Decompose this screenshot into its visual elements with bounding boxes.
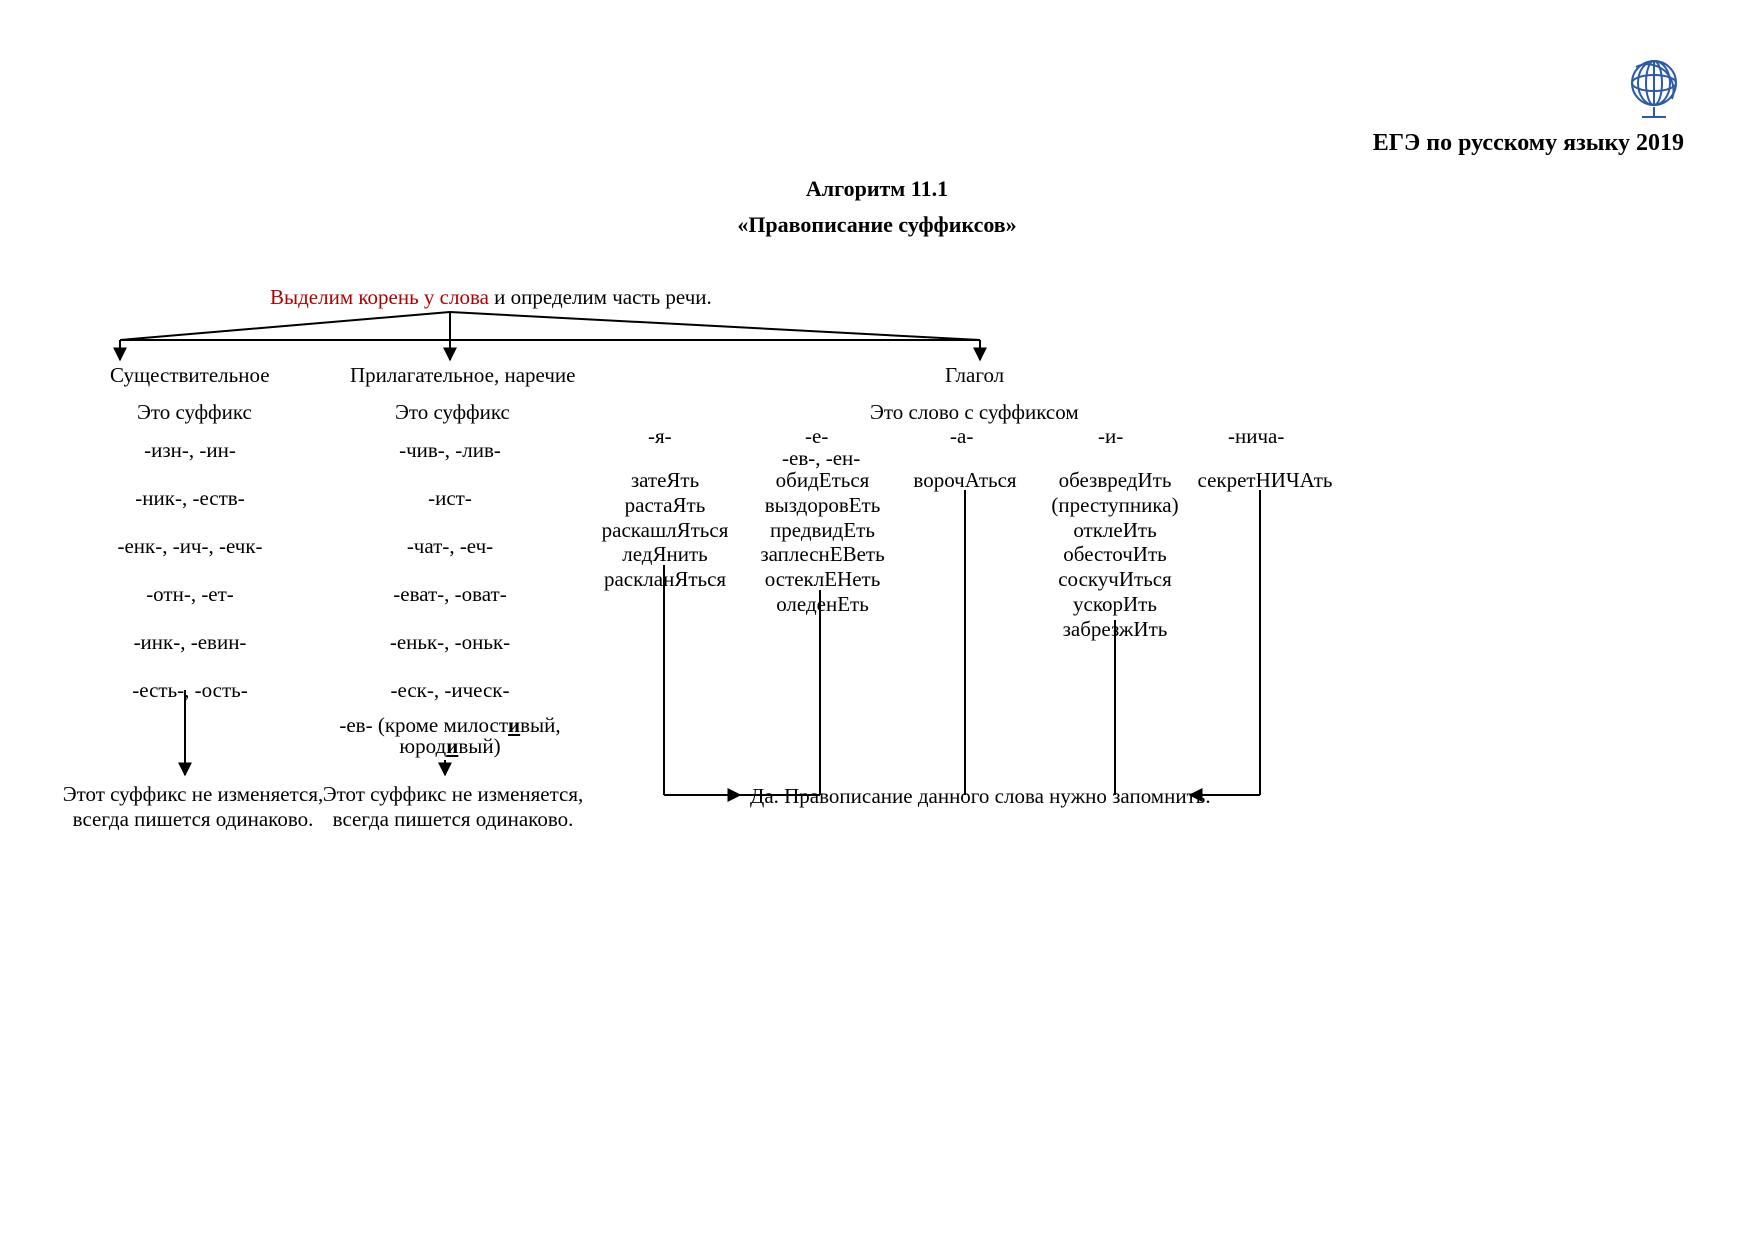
noun-row: -изн-, -ин- bbox=[80, 438, 300, 463]
noun-row: -отн-, -ет- bbox=[80, 582, 300, 607]
branch-noun-label: Существительное bbox=[110, 363, 270, 388]
verb-i-words: обезвредИть (преступника) отклеИть обест… bbox=[1040, 468, 1190, 641]
adj-sub: Это суффикс bbox=[395, 400, 510, 425]
list-item: (преступника) bbox=[1040, 493, 1190, 518]
list-item: раскланЯться bbox=[590, 567, 740, 592]
verb-e-words: обидЕться выздоровЕть предвидЕть заплесн… bbox=[745, 468, 900, 617]
globe-icon bbox=[1624, 55, 1684, 130]
list-item: отклеИть bbox=[1040, 518, 1190, 543]
noun-sub: Это суффикс bbox=[137, 400, 252, 425]
branch-verb-label: Глагол bbox=[945, 363, 1004, 388]
adj-row: -ист- bbox=[335, 486, 565, 511]
list-item: обезвредИть bbox=[1040, 468, 1190, 493]
verb-nicha-words: секретНИЧАть bbox=[1195, 468, 1335, 493]
adj-row: -еват-, -оват- bbox=[335, 582, 565, 607]
adj-conclusion: Этот суффикс не изменяется, всегда пишет… bbox=[318, 782, 588, 832]
verb-ya-words: затеЯть растаЯть раскашлЯться ледЯнить р… bbox=[590, 468, 740, 592]
list-item: затеЯть bbox=[590, 468, 740, 493]
verb-col-i-head: -и- bbox=[1098, 424, 1123, 449]
list-item: остеклЕНеть bbox=[745, 567, 900, 592]
list-item: соскучИться bbox=[1040, 567, 1190, 592]
noun-row: -инк-, -евин- bbox=[80, 630, 300, 655]
verb-col-ya-head: -я- bbox=[648, 424, 672, 449]
noun-row: -ник-, -еств- bbox=[80, 486, 300, 511]
branch-adj-label: Прилагательное, наречие bbox=[350, 363, 575, 388]
list-item: ворочАться bbox=[900, 468, 1030, 493]
verb-a-words: ворочАться bbox=[900, 468, 1030, 493]
title-1: Алгоритм 11.1 bbox=[0, 176, 1754, 202]
list-item: забрезжИть bbox=[1040, 617, 1190, 642]
noun-rows: -изн-, -ин- -ник-, -еств- -енк-, -ич-, -… bbox=[80, 438, 300, 703]
adj-row: -чат-, -еч- bbox=[335, 534, 565, 559]
root-sentence: Выделим корень у слова и определим часть… bbox=[270, 285, 712, 310]
list-item: растаЯть bbox=[590, 493, 740, 518]
root-red: Выделим корень у слова bbox=[270, 285, 489, 309]
adj-rows: -чив-, -лив- -ист- -чат-, -еч- -еват-, -… bbox=[335, 438, 565, 757]
list-item: ледЯнить bbox=[590, 542, 740, 567]
list-item: раскашлЯться bbox=[590, 518, 740, 543]
noun-row: -енк-, -ич-, -ечк- bbox=[80, 534, 300, 559]
list-item: обесточИть bbox=[1040, 542, 1190, 567]
noun-conclusion: Этот суффикс не изменяется, всегда пишет… bbox=[58, 782, 328, 832]
root-suffix: и определим часть речи. bbox=[489, 285, 712, 309]
exam-label: ЕГЭ по русскому языку 2019 bbox=[1373, 130, 1684, 157]
noun-row: -есть-, -ость- bbox=[80, 678, 300, 703]
title-2: «Правописание суффиксов» bbox=[0, 212, 1754, 238]
list-item: выздоровЕть bbox=[745, 493, 900, 518]
adj-row: -чив-, -лив- bbox=[335, 438, 565, 463]
list-item: предвидЕть bbox=[745, 518, 900, 543]
list-item: ускорИть bbox=[1040, 592, 1190, 617]
adj-row: -еск-, -ическ- bbox=[335, 678, 565, 703]
page: ЕГЭ по русскому языку 2019 Алгоритм 11.1… bbox=[0, 0, 1754, 1240]
verb-col-a-head: -а- bbox=[950, 424, 973, 449]
list-item: секретНИЧАть bbox=[1195, 468, 1335, 493]
adj-extra: -ев- (кроме милостивый, юродивый) bbox=[335, 715, 565, 757]
adj-row: -еньк-, -оньк- bbox=[335, 630, 565, 655]
list-item: заплеснЕВеть bbox=[745, 542, 900, 567]
verb-sub: Это слово с суффиксом bbox=[870, 400, 1079, 425]
list-item: обидЕться bbox=[745, 468, 900, 493]
verb-col-nicha-head: -нича- bbox=[1228, 424, 1284, 449]
list-item: оледенЕть bbox=[745, 592, 900, 617]
verb-conclusion: Да. Правописание данного слова нужно зап… bbox=[750, 784, 1211, 809]
